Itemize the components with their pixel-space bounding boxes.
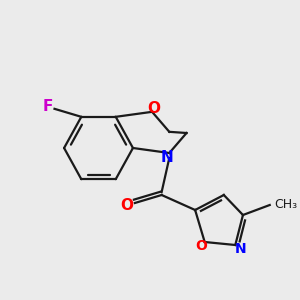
Text: N: N — [234, 242, 246, 256]
Text: N: N — [161, 149, 174, 164]
Text: CH₃: CH₃ — [274, 197, 298, 211]
Text: O: O — [195, 239, 207, 253]
Text: O: O — [120, 197, 133, 212]
Text: F: F — [43, 99, 53, 114]
Text: O: O — [148, 101, 160, 116]
